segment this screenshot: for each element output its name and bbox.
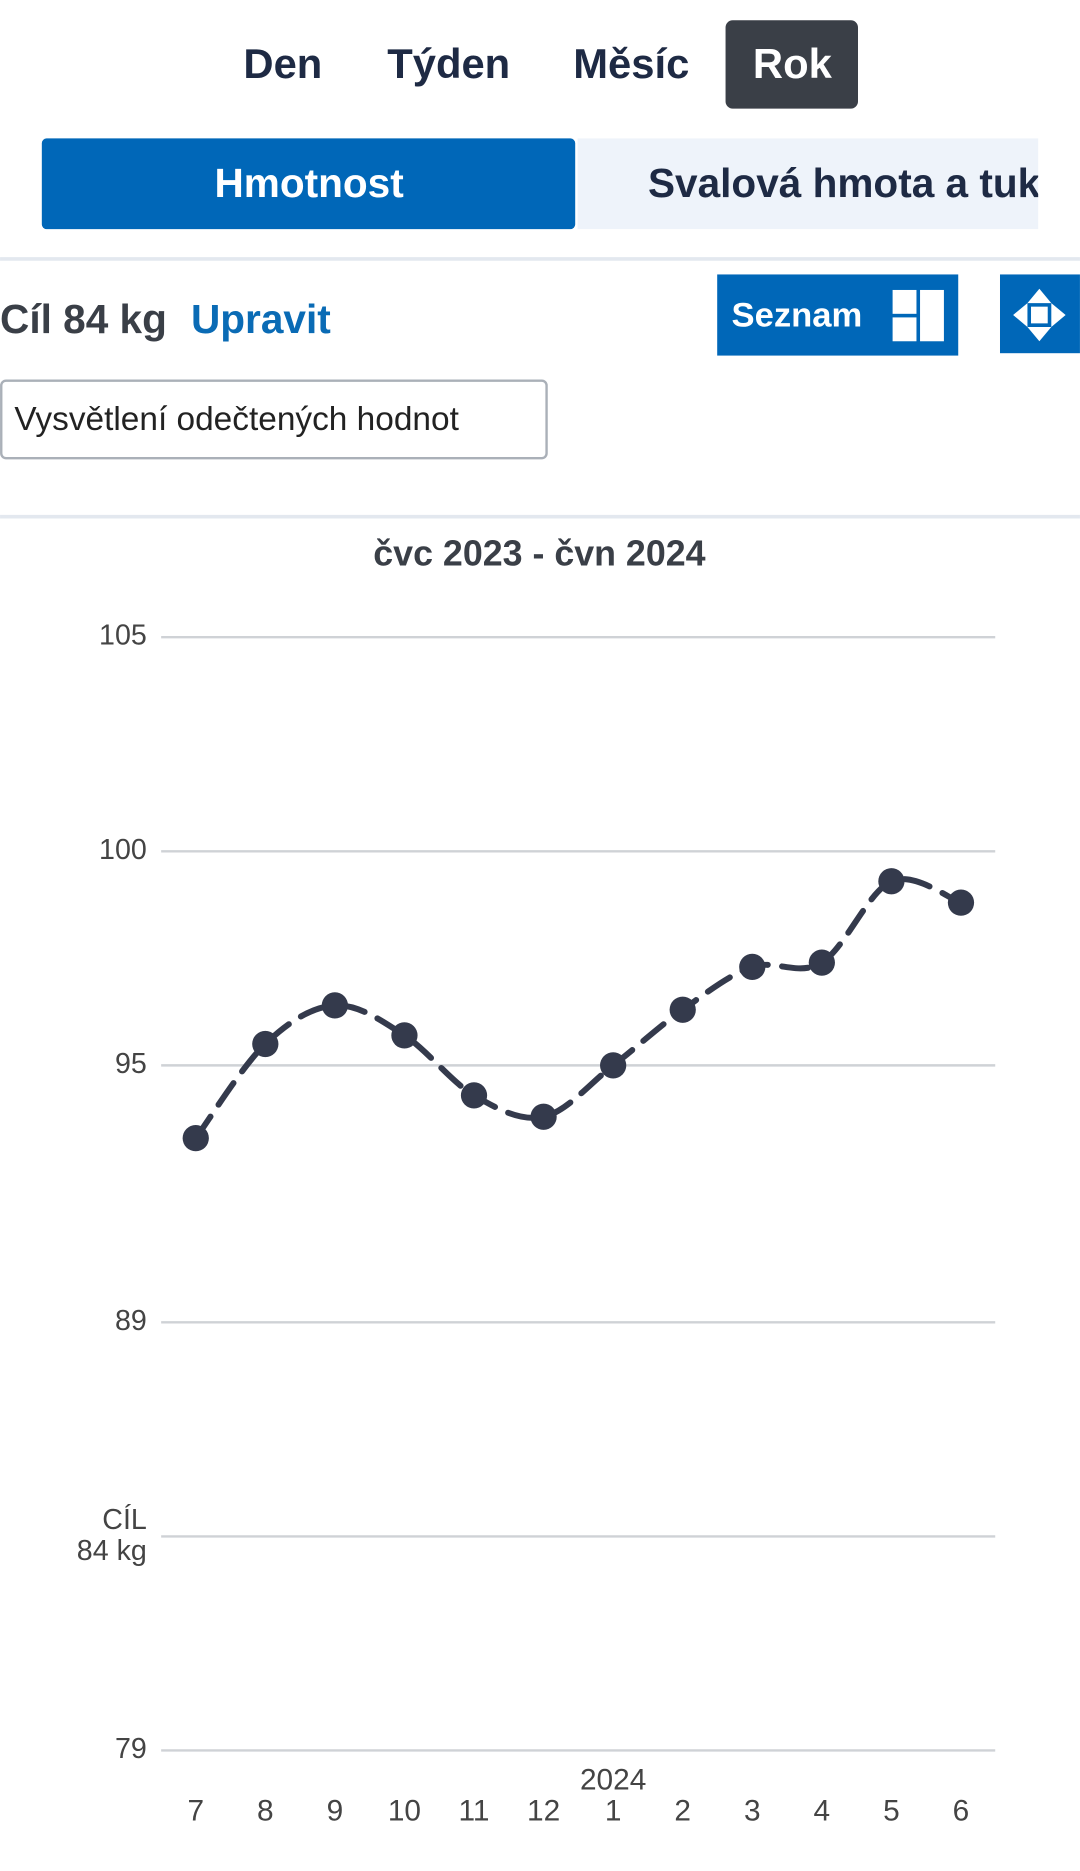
explain-button-label: Vysvětlení odečtených hodnot (14, 401, 459, 438)
x-tick-label: 11 (459, 1794, 490, 1827)
y-tick-label: 105 (99, 620, 147, 652)
grid-icon (892, 289, 944, 342)
chart-title: čvc 2023 - čvn 2024 (373, 534, 705, 574)
y-tick-label: 95 (115, 1048, 147, 1080)
tab[interactable]: Měsíc (573, 40, 689, 87)
segment[interactable] (577, 138, 1039, 230)
move-icon (1013, 288, 1066, 342)
point (808, 949, 835, 976)
x-tick-label: 10 (388, 1794, 421, 1827)
point (878, 868, 905, 895)
segment-label: Hmotnost (214, 160, 404, 206)
x-tick-label: 7 (187, 1794, 204, 1827)
point (600, 1052, 627, 1079)
edit-link[interactable]: Upravit (191, 296, 331, 342)
point (252, 1030, 279, 1058)
point (947, 889, 975, 916)
line (192, 876, 964, 1142)
x-tick-label: 3 (744, 1794, 761, 1827)
year-label: 2024 (580, 1763, 646, 1796)
x-tick-label: 8 (257, 1794, 274, 1827)
segment-label: Svalová hmota a tuk (648, 160, 1041, 206)
y-tick-label: 100 (99, 834, 147, 866)
tab[interactable]: Den (243, 40, 322, 87)
segment-active[interactable] (41, 138, 576, 230)
explain-button[interactable] (0, 379, 548, 460)
x-tick-label: 9 (327, 1794, 344, 1827)
tab-active-bg (725, 20, 858, 109)
x-tick-label: 2 (674, 1794, 691, 1827)
point (182, 1125, 209, 1152)
list-button-label: Seznam (732, 297, 863, 335)
tab[interactable]: Rok (753, 40, 833, 87)
point (391, 1022, 418, 1049)
point (321, 992, 349, 1019)
point (739, 953, 766, 981)
goal: Cíl 84 kg (0, 296, 167, 342)
x-tick-label: 4 (814, 1794, 831, 1827)
x-tick-label: 12 (527, 1794, 560, 1827)
x-tick-label: 6 (953, 1794, 970, 1827)
point (530, 1103, 557, 1130)
tab[interactable]: Týden (387, 40, 510, 87)
point (460, 1082, 488, 1109)
list-button[interactable] (717, 274, 959, 356)
y-tick-label: CÍL 84 kg (77, 1502, 147, 1566)
y-tick-label: 79 (115, 1733, 147, 1765)
x-tick-label: 5 (883, 1794, 900, 1827)
point (669, 996, 696, 1023)
y-tick-label: 89 (115, 1305, 147, 1337)
x-tick-label: 1 (605, 1794, 622, 1827)
